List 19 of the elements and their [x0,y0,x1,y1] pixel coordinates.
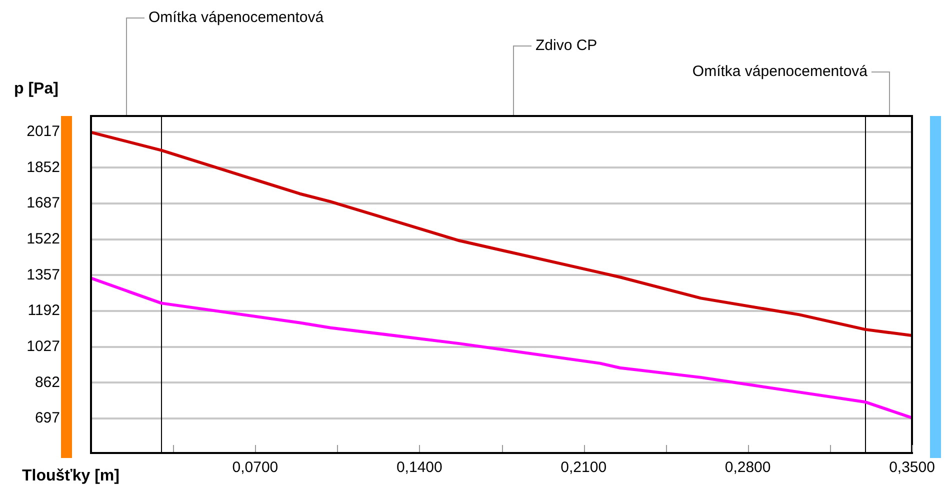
y-tick-label: 1027 [26,338,60,355]
x-tick-label: 0,2800 [724,459,771,476]
text: Omítka vápenocementová [148,9,324,26]
y-axis-title: p [Pa] [14,80,58,98]
y-tick-label: 1852 [26,158,60,176]
text: Zdivo CP [536,37,598,54]
text: Omítka vápenocementová [692,63,868,80]
y-tick-label: 1687 [26,194,60,212]
x-tick-label: 0,0700 [232,459,278,476]
x-tick-label: 0,1400 [396,459,442,476]
y-tick-label: 1522 [26,230,60,248]
y-tick-label: 1357 [26,266,60,284]
x-tick-label: 0,2100 [560,459,607,476]
y-tick-label: 862 [34,374,60,391]
y-tick-label: 1192 [28,302,60,320]
x-tick-label: 0,3500 [889,459,935,476]
y-tick-label: 2017 [26,122,60,140]
x-axis-title: Tloušťky [m] [22,467,120,484]
y-tick-label: 697 [34,410,60,427]
